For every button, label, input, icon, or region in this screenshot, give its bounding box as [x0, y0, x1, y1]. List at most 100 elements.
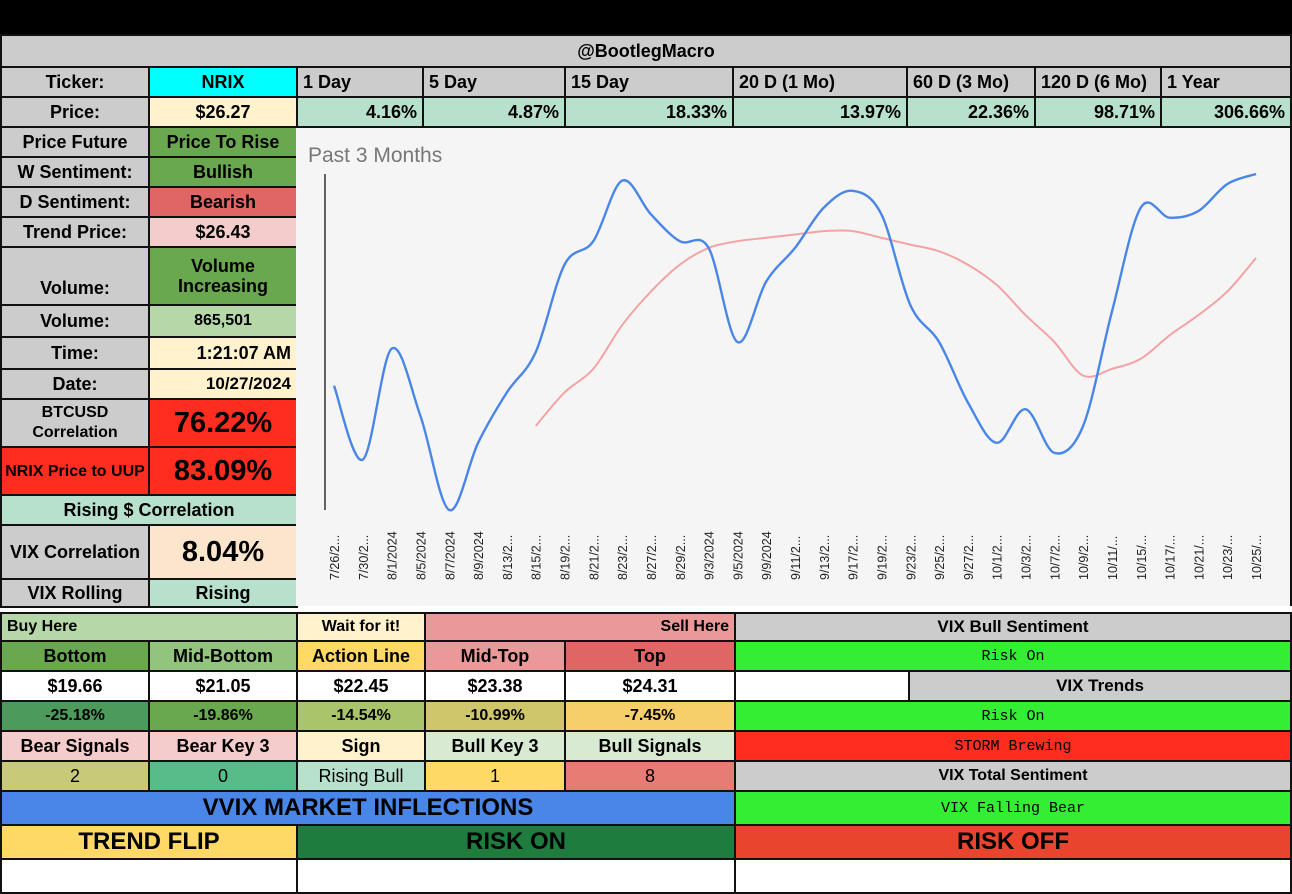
period-value-1d: 4.16% — [296, 96, 424, 128]
vix-trends-title: VIX Trends — [908, 670, 1292, 702]
x-tick-label: 10/1/2... — [991, 535, 1005, 580]
trend-price-value: $26.43 — [148, 216, 298, 248]
x-tick-label: 10/25/... — [1250, 535, 1264, 580]
price-value: $26.27 — [148, 96, 298, 128]
trend-price-label: Trend Price: — [0, 216, 150, 248]
trend-flip-cell — [0, 858, 298, 894]
period-label-15d: 15 Day — [564, 66, 734, 98]
x-tick-label: 10/3/2... — [1020, 535, 1034, 580]
price-chart: Past 3 Months 7/26/2... 7/30/2... 8/1/2024… — [308, 144, 1264, 580]
d-sentiment-value: Bearish — [148, 186, 298, 218]
signal-value-sign: Rising Bull — [296, 760, 426, 792]
period-value-1mo: 13.97% — [732, 96, 908, 128]
price-future-label: Price Future — [0, 126, 150, 158]
level-price-top: $24.31 — [564, 670, 736, 702]
level-header-top: Top — [564, 640, 736, 672]
chart-title: Past 3 Months — [308, 144, 442, 167]
x-tick-label: 8/19/2... — [559, 535, 573, 580]
uup-correlation-label: NRIX Price to UUP — [0, 446, 150, 496]
vix-rolling-value: Rising — [148, 578, 298, 608]
d-sentiment-label: D Sentiment: — [0, 186, 150, 218]
x-tick-label: 10/21/... — [1192, 535, 1206, 580]
vix-total-sentiment-title: VIX Total Sentiment — [734, 760, 1292, 792]
btc-correlation-value: 76.22% — [148, 398, 298, 448]
price-series — [332, 172, 1257, 512]
vix-total-sentiment-value: VIX Falling Bear — [734, 790, 1292, 826]
x-tick-label: 9/5/2024 — [731, 531, 745, 580]
moving-average-series — [534, 229, 1257, 427]
volume-trend-label: Volume: — [0, 246, 150, 306]
period-label-3mo: 60 D (3 Mo) — [906, 66, 1036, 98]
x-tick-label: 8/23/2... — [616, 535, 630, 580]
period-label-6mo: 120 D (6 Mo) — [1034, 66, 1162, 98]
btc-correlation-label: BTCUSD Correlation — [0, 398, 150, 448]
vix-trend-value-1: Risk On — [734, 700, 1292, 732]
risk-off-header: RISK OFF — [734, 824, 1292, 860]
top-black-bar — [0, 0, 1292, 34]
x-tick-label: 9/27/2... — [962, 535, 976, 580]
x-tick-label: 9/23/2... — [904, 535, 918, 580]
wait-label: Wait for it! — [296, 612, 426, 642]
risk-off-cell — [734, 858, 1292, 894]
signal-header-bull-signals: Bull Signals — [564, 730, 736, 762]
level-pct-mid-bottom: -19.86% — [148, 700, 298, 732]
signal-value-bear-key-3: 0 — [148, 760, 298, 792]
period-value-6mo: 98.71% — [1034, 96, 1162, 128]
period-label-5d: 5 Day — [422, 66, 566, 98]
time-value: 1:21:07 AM — [148, 336, 298, 370]
x-tick-label: 9/25/2... — [933, 535, 947, 580]
w-sentiment-value: Bullish — [148, 156, 298, 188]
trend-flip-header: TREND FLIP — [0, 824, 298, 860]
x-tick-label: 8/13/2... — [501, 535, 515, 580]
x-tick-label: 10/23/... — [1221, 535, 1235, 580]
level-pct-action-line: -14.54% — [296, 700, 426, 732]
price-label: Price: — [0, 96, 150, 128]
x-tick-label: 10/17/... — [1164, 535, 1178, 580]
date-value: 10/27/2024 — [148, 368, 298, 400]
x-tick-label: 10/7/2... — [1048, 535, 1062, 580]
level-pct-bottom: -25.18% — [0, 700, 150, 732]
signal-header-bull-key-3: Bull Key 3 — [424, 730, 566, 762]
x-tick-label: 8/27/2... — [645, 535, 659, 580]
period-value-15d: 18.33% — [564, 96, 734, 128]
x-tick-label: 8/1/2024 — [386, 531, 400, 580]
time-label: Time: — [0, 336, 150, 370]
level-header-mid-bottom: Mid-Bottom — [148, 640, 298, 672]
risk-on-header: RISK ON — [296, 824, 736, 860]
period-value-1y: 306.66% — [1160, 96, 1292, 128]
level-price-action-line: $22.45 — [296, 670, 426, 702]
period-label-1y: 1 Year — [1160, 66, 1292, 98]
buy-here-label: Buy Here — [0, 612, 298, 642]
signal-header-bear-key-3: Bear Key 3 — [148, 730, 298, 762]
x-tick-label: 8/15/2... — [530, 535, 544, 580]
x-tick-label: 8/7/2024 — [443, 531, 457, 580]
x-tick-label: 10/15/... — [1135, 535, 1149, 580]
x-tick-label: 8/21/2... — [587, 535, 601, 580]
level-header-action-line: Action Line — [296, 640, 426, 672]
period-label-1mo: 20 D (1 Mo) — [732, 66, 908, 98]
x-tick-label: 9/3/2024 — [703, 531, 717, 580]
level-pct-mid-top: -10.99% — [424, 700, 566, 732]
signal-header-sign: Sign — [296, 730, 426, 762]
volume-value: 865,501 — [148, 304, 298, 338]
level-price-mid-top: $23.38 — [424, 670, 566, 702]
signal-value-bull-signals: 8 — [564, 760, 736, 792]
level-header-mid-top: Mid-Top — [424, 640, 566, 672]
x-tick-label: 8/5/2024 — [414, 531, 428, 580]
x-tick-label: 7/30/2... — [357, 535, 371, 580]
vix-blank-cell — [734, 670, 910, 702]
moving-average-line — [534, 229, 1257, 427]
period-label-1d: 1 Day — [296, 66, 424, 98]
level-price-mid-bottom: $21.05 — [148, 670, 298, 702]
price-line — [332, 172, 1257, 512]
x-tick-label: 7/26/2... — [328, 535, 342, 580]
x-tick-label: 9/19/2... — [875, 535, 889, 580]
risk-on-cell — [296, 858, 736, 894]
x-tick-label: 9/17/2... — [847, 535, 861, 580]
vix-bull-sentiment-value: Risk On — [734, 640, 1292, 672]
vix-rolling-label: VIX Rolling — [0, 578, 150, 608]
x-tick-label: 10/11/... — [1106, 536, 1120, 580]
ticker-label: Ticker: — [0, 66, 150, 98]
x-tick-label: 9/13/2... — [818, 535, 832, 580]
level-pct-top: -7.45% — [564, 700, 736, 732]
